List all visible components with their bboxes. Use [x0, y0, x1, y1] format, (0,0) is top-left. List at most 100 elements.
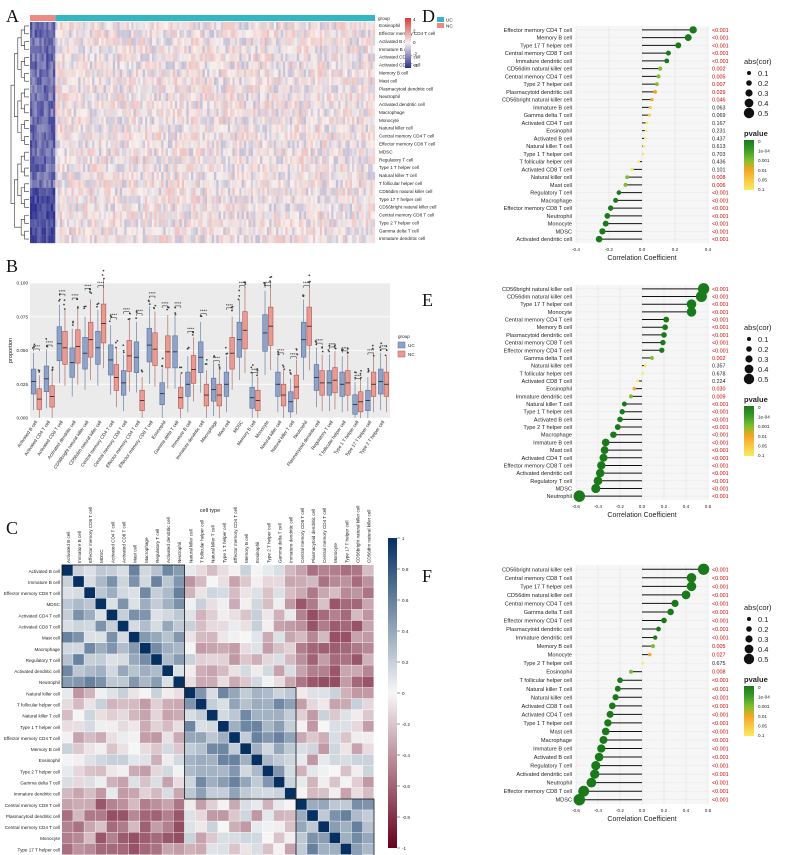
- heatmap-cell: [80, 227, 84, 236]
- heatmap-cell: [340, 211, 343, 220]
- heatmap-cell: [80, 203, 84, 212]
- heatmap-cell: [170, 100, 173, 109]
- heatmap-cell: [340, 179, 343, 188]
- heatmap-cell: [354, 140, 357, 149]
- heatmap-cell: [39, 37, 42, 46]
- signif-label: ****: [367, 348, 374, 353]
- heatmap-cell: [315, 116, 318, 125]
- heatmap-cell: [119, 22, 123, 31]
- heatmap-cell: [122, 116, 125, 125]
- heatmap-cell: [349, 195, 353, 204]
- heatmap-cell: [50, 156, 54, 165]
- box-outlier: [295, 348, 298, 350]
- heatmap-cell: [186, 187, 189, 196]
- heatmap-cell: [55, 140, 58, 149]
- heatmap-cell: [170, 148, 173, 157]
- heatmap-cell: [50, 29, 54, 38]
- heatmap-cell: [197, 140, 201, 149]
- heatmap-cell: [135, 211, 139, 220]
- heatmap-cell: [112, 156, 116, 165]
- heatmap-cell: [246, 211, 249, 220]
- heatmap-cell: [333, 45, 337, 54]
- heatmap-cell: [372, 156, 376, 165]
- heatmap-cell: [220, 203, 224, 212]
- heatmap-cell: [361, 187, 364, 196]
- heatmap-cell: [174, 227, 178, 236]
- heatmap-cell: [333, 219, 337, 228]
- corr-cell: [318, 643, 330, 654]
- signif-bracket: [239, 285, 246, 288]
- heatmap-cell: [117, 132, 120, 141]
- signif-label: ****: [380, 344, 387, 349]
- heatmap-cell: [237, 140, 240, 149]
- heatmap-cell: [197, 187, 201, 196]
- heatmap-cell: [89, 45, 93, 54]
- heatmap-cell: [278, 187, 281, 196]
- heatmap-cell: [115, 53, 118, 62]
- heatmap-cell: [232, 93, 235, 102]
- heatmap-cell: [96, 187, 100, 196]
- heatmap-cell: [216, 45, 219, 54]
- heatmap-cell: [115, 93, 118, 102]
- heatmap-cell: [232, 211, 235, 220]
- heatmap-cell: [179, 156, 182, 165]
- heatmap-cell: [145, 219, 148, 228]
- heatmap-cell: [135, 235, 139, 244]
- heatmap-cell: [216, 100, 219, 109]
- heatmap-cell: [66, 132, 70, 141]
- heatmap-cell: [80, 124, 84, 133]
- heatmap-cell: [333, 61, 337, 70]
- heatmap-cell: [368, 100, 371, 109]
- heatmap-cell: [71, 45, 74, 54]
- heatmap-cell: [200, 53, 203, 62]
- heatmap-cell: [262, 37, 265, 46]
- heatmap-cell: [361, 53, 364, 62]
- heatmap-cell: [214, 29, 217, 38]
- heatmap-cell: [349, 124, 353, 133]
- heatmap-cell: [306, 61, 309, 70]
- heatmap-cell: [352, 132, 355, 141]
- heatmap-row-label: Type 2 T helper cell: [379, 220, 419, 225]
- heatmap-cell: [301, 29, 304, 38]
- heatmap-cell: [168, 29, 171, 38]
- heatmap-cell: [214, 235, 217, 244]
- heatmap-cell: [85, 203, 88, 212]
- heatmap-cell: [347, 195, 350, 204]
- heatmap-cell: [372, 227, 376, 236]
- heatmap-cell: [260, 164, 263, 173]
- heatmap-cell: [234, 108, 238, 117]
- heatmap-cell: [195, 227, 199, 236]
- corr-cell: [362, 609, 374, 621]
- heatmap-cell: [186, 108, 189, 117]
- heatmap-cell: [57, 187, 61, 196]
- heatmap-cell: [48, 187, 51, 196]
- corr-cell: [162, 620, 174, 632]
- heatmap-cell: [168, 148, 171, 157]
- heatmap-cell: [248, 148, 251, 157]
- heatmap-cell: [156, 179, 159, 188]
- heatmap-cell: [246, 61, 249, 70]
- heatmap-cell: [119, 53, 123, 62]
- heatmap-cell: [294, 22, 297, 31]
- heatmap-cell: [257, 156, 261, 165]
- heatmap-cell: [269, 148, 272, 157]
- heatmap-cell: [145, 69, 148, 78]
- heatmap-cell: [289, 235, 293, 244]
- heatmap-cell: [312, 164, 316, 173]
- heatmap-cell: [276, 45, 279, 54]
- corr-cell: [240, 654, 252, 665]
- heatmap-cell: [85, 29, 88, 38]
- heatmap-cell: [301, 211, 304, 220]
- heatmap-cell: [365, 187, 369, 196]
- heatmap-cell: [36, 140, 40, 149]
- heatmap-row-label: Activated CD8 T cell: [379, 63, 420, 68]
- heatmap-cell: [280, 77, 284, 86]
- heatmap-cell: [48, 116, 51, 125]
- heatmap-cell: [283, 235, 286, 244]
- heatmap-cell: [269, 22, 272, 31]
- heatmap-cell: [269, 235, 272, 244]
- heatmap-cell: [243, 124, 247, 133]
- heatmap-cell: [57, 140, 61, 149]
- heatmap-cell: [53, 219, 56, 228]
- heatmap-cell: [349, 85, 353, 94]
